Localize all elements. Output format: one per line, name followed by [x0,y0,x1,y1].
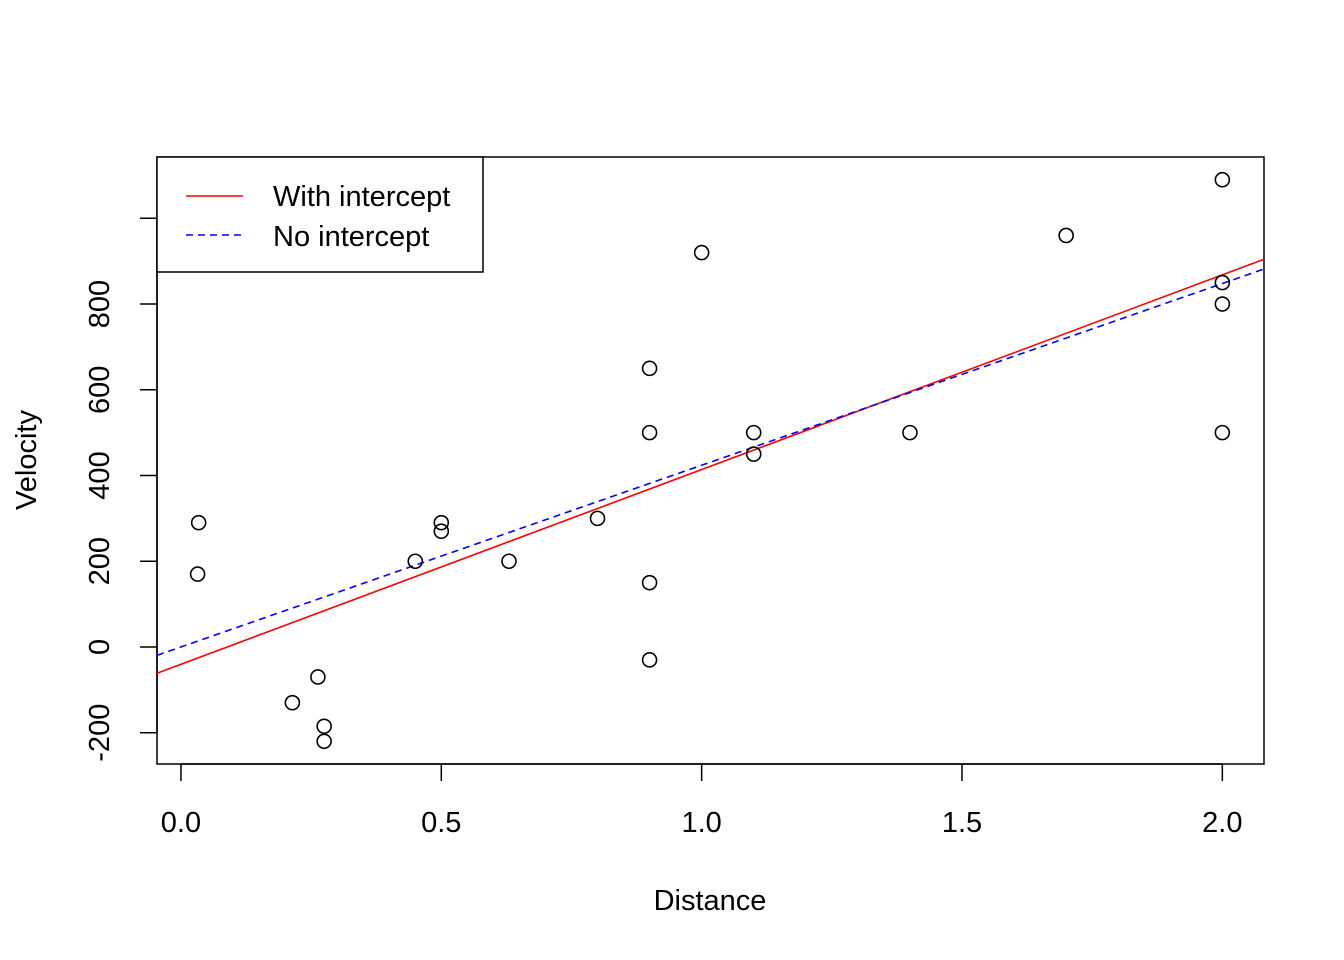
y-tick-label: 200 [84,537,116,585]
x-tick-label: 1.0 [681,807,721,839]
y-tick-label: 0 [84,639,116,655]
y-tick-label: -200 [84,704,116,762]
legend: With intercept No intercept [156,156,484,273]
y-axis: -200 0 200 400 600 800 [84,217,158,762]
data-point [189,566,206,582]
regression-line-no-intercept [156,268,1265,657]
regression-lines [156,258,1265,674]
x-tick-label: 0.5 [421,807,461,839]
data-point [284,694,301,711]
data-point [1214,424,1231,441]
data-point [745,446,762,462]
x-axis-label: Distance [654,885,767,917]
data-point [693,244,710,261]
data-point [1058,227,1074,244]
data-point [641,574,658,591]
y-tick-label: 400 [84,451,116,499]
data-point [433,514,450,531]
data-point [641,652,658,668]
data-points [189,171,1231,750]
data-point [1214,274,1231,291]
data-point [641,424,658,441]
data-point [433,523,450,540]
legend-label-with-intercept: With intercept [273,181,450,213]
data-point [407,553,424,570]
data-point [1214,171,1231,188]
data-point [745,424,762,441]
x-axis: 0.0 0.5 1.0 1.5 2.0 [161,763,1243,839]
y-tick-label: 800 [84,280,116,328]
x-tick-label: 1.5 [942,807,982,839]
legend-box [156,156,484,273]
data-point [316,733,332,750]
data-point [902,424,918,441]
y-axis-label: Velocity [11,410,43,510]
x-tick-label: 2.0 [1202,807,1242,839]
data-point [1214,296,1231,312]
data-point [316,718,332,735]
y-tick-label: 600 [84,366,116,414]
data-point [310,669,326,685]
data-point [589,510,606,527]
x-tick-label: 0.0 [161,807,201,839]
data-point [190,514,207,531]
legend-label-no-intercept: No intercept [273,221,429,253]
data-point [501,553,517,570]
data-point [641,360,658,377]
regression-line-with-intercept [156,258,1265,674]
